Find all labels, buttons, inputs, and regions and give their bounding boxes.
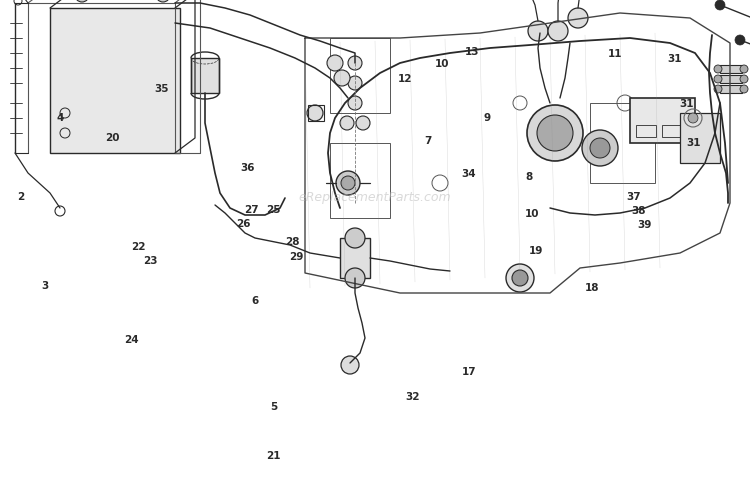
Text: 31: 31 [679,99,694,108]
Circle shape [345,228,365,248]
Circle shape [740,85,748,93]
Circle shape [740,75,748,83]
Text: 31: 31 [668,54,682,64]
Circle shape [582,130,618,166]
Bar [50,8,180,153]
Circle shape [336,171,360,195]
Text: 35: 35 [154,84,169,94]
Circle shape [715,0,725,10]
Text: 12: 12 [398,74,412,84]
Text: 36: 36 [240,163,255,173]
Bar [630,98,695,143]
Circle shape [307,105,323,121]
Circle shape [714,65,722,73]
Circle shape [345,268,365,288]
Text: 27: 27 [244,205,259,214]
Text: 32: 32 [405,392,420,402]
Text: 17: 17 [461,367,476,377]
Circle shape [590,138,610,158]
Text: 23: 23 [142,256,158,266]
Circle shape [348,56,362,70]
Text: 34: 34 [461,169,476,178]
Text: 31: 31 [686,138,701,148]
Text: 9: 9 [484,113,491,123]
Text: 20: 20 [105,133,120,143]
Circle shape [348,96,362,110]
Text: 4: 4 [56,113,64,123]
Circle shape [537,115,573,151]
Text: 3: 3 [41,281,49,291]
Circle shape [340,116,354,130]
Circle shape [327,55,343,71]
Circle shape [512,270,528,286]
Text: 25: 25 [266,205,281,214]
Circle shape [688,113,698,123]
Text: 2: 2 [17,192,25,202]
Circle shape [714,75,722,83]
Text: 18: 18 [585,283,600,293]
Circle shape [735,35,745,45]
Circle shape [341,176,355,190]
Text: 5: 5 [270,402,278,412]
Circle shape [740,65,748,73]
Bar [340,238,370,278]
Bar [191,58,219,93]
Text: 11: 11 [608,49,622,59]
Circle shape [714,85,722,93]
Circle shape [568,8,588,28]
Bar [330,38,390,113]
Circle shape [348,76,362,90]
Text: 10: 10 [525,210,540,219]
Text: 13: 13 [465,47,480,57]
Text: eReplacementParts.com: eReplacementParts.com [298,191,452,205]
Circle shape [527,105,583,161]
Text: 28: 28 [285,237,300,246]
Text: 21: 21 [266,451,281,461]
Text: 19: 19 [529,246,544,256]
Text: 10: 10 [435,59,450,69]
Text: 37: 37 [626,192,641,202]
Bar [720,65,742,73]
Text: 7: 7 [424,136,431,145]
Bar [308,105,324,121]
Circle shape [341,356,359,374]
Text: 38: 38 [632,206,646,216]
Bar [720,85,742,93]
Bar [330,143,390,218]
Text: 22: 22 [131,242,146,251]
Text: 39: 39 [638,220,652,230]
Text: 6: 6 [251,296,259,306]
Circle shape [334,70,350,86]
Bar [680,113,720,163]
Circle shape [156,0,170,2]
Circle shape [356,116,370,130]
Circle shape [506,264,534,292]
Bar [662,125,682,137]
Text: 26: 26 [236,219,251,229]
Text: 29: 29 [289,252,304,262]
Circle shape [548,21,568,41]
Circle shape [528,21,548,41]
Circle shape [75,0,89,2]
Bar [636,125,656,137]
Bar [590,103,655,183]
Bar [720,75,742,83]
Text: 24: 24 [124,335,139,345]
Text: 8: 8 [525,173,532,182]
